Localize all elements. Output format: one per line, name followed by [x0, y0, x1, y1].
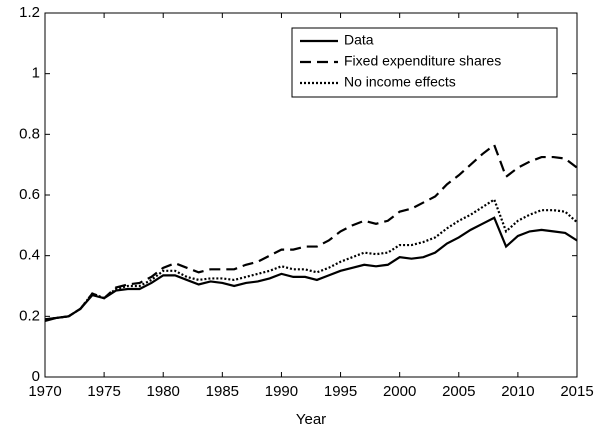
y-tick-label: 0: [32, 368, 40, 385]
line-series: [44, 216, 578, 322]
x-tick-label: 2010: [501, 383, 534, 400]
line-series: [44, 197, 578, 321]
x-axis-label: Year: [296, 411, 326, 428]
legend-label: Data: [344, 32, 374, 48]
x-tick-label: 1970: [28, 383, 61, 400]
x-tick-label: 1990: [265, 383, 298, 400]
y-tick-label: 0.2: [19, 307, 40, 324]
x-tick-label: 1985: [206, 383, 239, 400]
y-tick-label: 0.8: [19, 125, 40, 142]
legend-label: Fixed expenditure shares: [344, 53, 501, 69]
y-tick-label: 1.2: [19, 4, 40, 21]
x-tick-label: 2015: [560, 383, 593, 400]
y-tick-label: 0.4: [19, 247, 40, 264]
y-tick-label: 1: [32, 65, 40, 82]
x-tick-label: 1995: [324, 383, 357, 400]
legend-label: No income effects: [344, 74, 456, 90]
x-tick-label: 2005: [442, 383, 475, 400]
line-series: [44, 143, 578, 321]
x-tick-label: 2000: [383, 383, 416, 400]
x-tick-label: 1980: [147, 383, 180, 400]
x-tick-label: 1975: [87, 383, 120, 400]
y-tick-label: 0.6: [19, 186, 40, 203]
